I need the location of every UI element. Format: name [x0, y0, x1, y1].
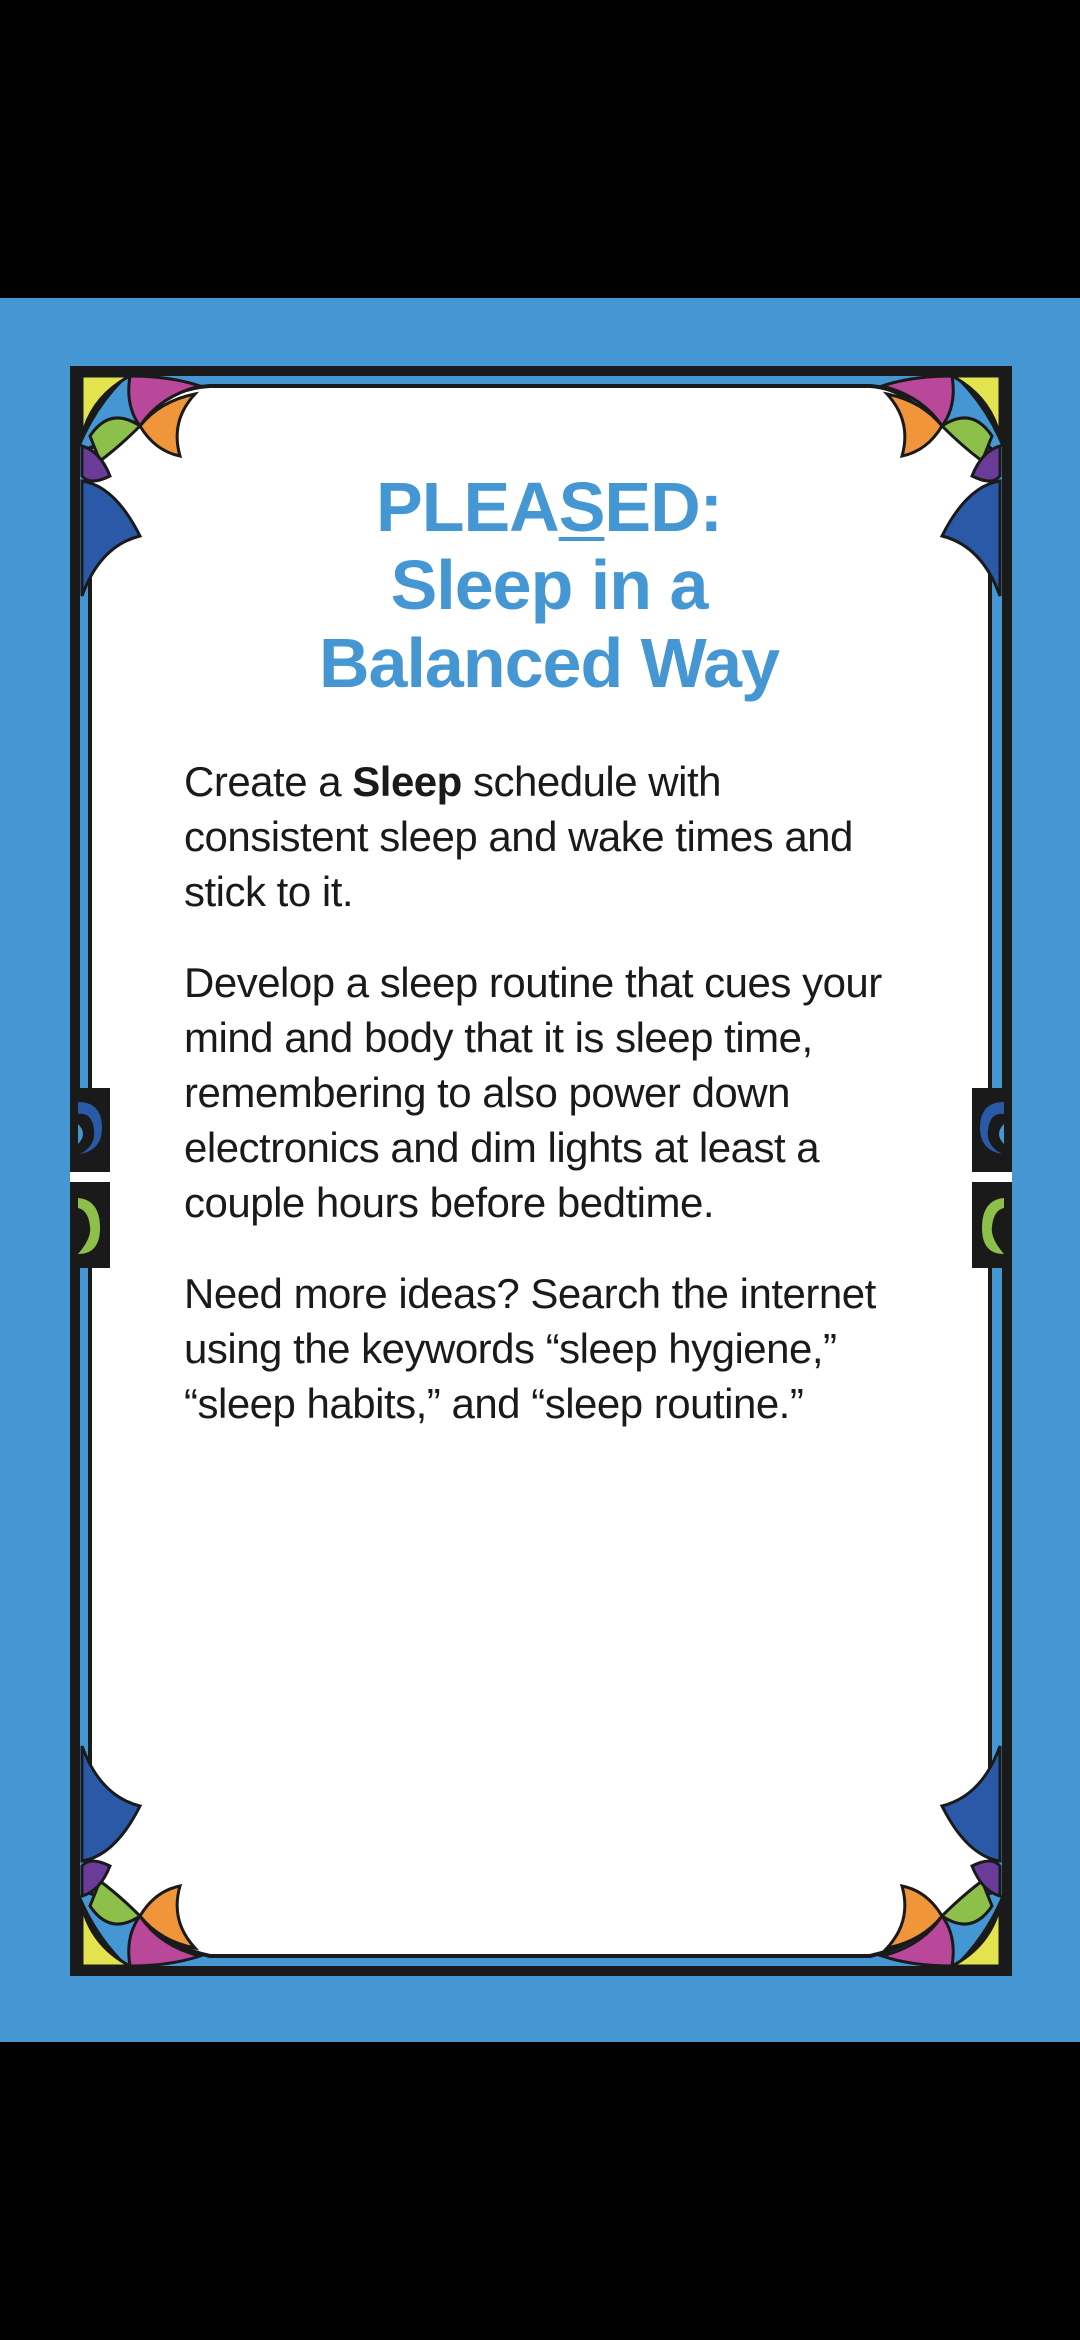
corner-ornament-icon	[70, 1745, 206, 1976]
paragraph-routine: Develop a sleep routine that cues your m…	[184, 959, 882, 1226]
title-underlined-letter: S	[558, 468, 606, 546]
paragraph-more-ideas: Need more ideas? Search the internet usi…	[184, 1270, 876, 1427]
corner-ornament-icon	[876, 366, 1012, 597]
card-title: PLEASED: Sleep in a Balanced Way	[184, 468, 914, 702]
paragraph-schedule: Create a Sleep schedule with consistent …	[184, 758, 853, 915]
title-line-1: PLEASED:	[376, 468, 723, 546]
card-image: PLEASED: Sleep in a Balanced Way Create …	[0, 298, 1080, 2042]
card-content: PLEASED: Sleep in a Balanced Way Create …	[184, 468, 914, 1467]
card-frame	[70, 366, 1012, 1976]
corner-ornament-icon	[70, 366, 206, 597]
title-line-2: Sleep in a	[390, 546, 709, 624]
bold-sleep: Sleep	[352, 758, 462, 805]
side-ornament-icon	[972, 1088, 1012, 1268]
title-line-3: Balanced Way	[318, 624, 780, 702]
corner-ornament-icon	[876, 1745, 1012, 1976]
side-ornament-icon	[70, 1088, 110, 1268]
